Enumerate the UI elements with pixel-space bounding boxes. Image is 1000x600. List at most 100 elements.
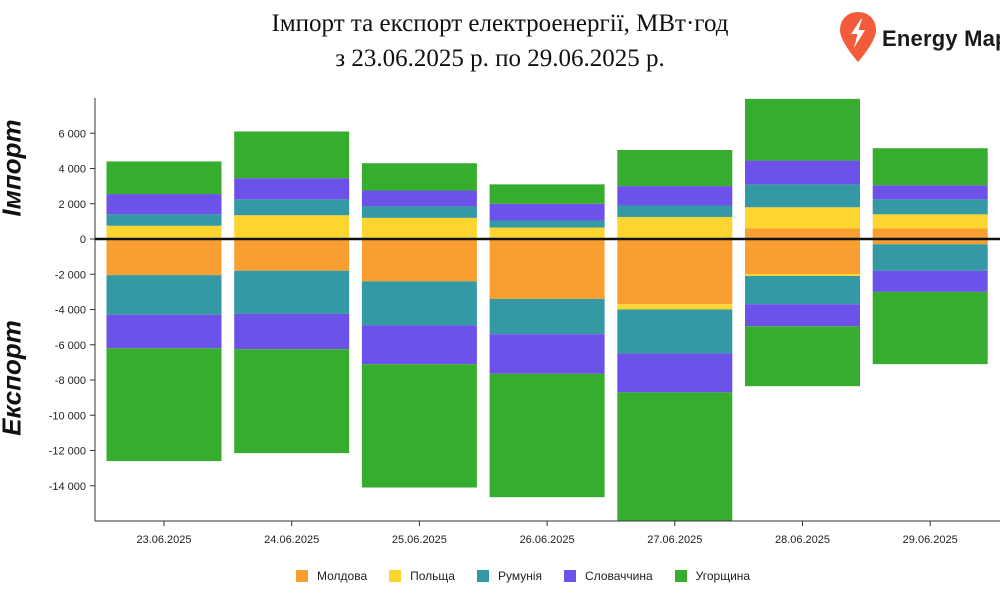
legend-label: Словаччина <box>585 569 653 583</box>
bar-import-4-2 <box>361 163 477 191</box>
bar-import-1-0 <box>106 225 222 239</box>
bar-export-4-4 <box>617 392 733 521</box>
legend-item-4[interactable]: Угорщина <box>674 569 751 583</box>
bar-export-1-5 <box>745 274 860 277</box>
bar-import-3-1 <box>234 178 350 200</box>
bar-export-4-6 <box>872 291 988 365</box>
legend-item-0[interactable]: Молдова <box>296 569 367 583</box>
bar-import-1-2 <box>361 217 477 239</box>
bar-export-2-6 <box>872 244 988 271</box>
bar-export-3-1 <box>234 313 350 350</box>
x-tick-label-2: 25.06.2025 <box>392 534 447 546</box>
bar-export-0-4 <box>617 239 733 305</box>
bar-import-2-0 <box>106 214 222 226</box>
bar-export-3-2 <box>361 325 477 365</box>
y-tick-label-8: -10 000 <box>49 410 86 422</box>
brand-name: Energy Map <box>882 26 1000 51</box>
bar-export-0-6 <box>872 239 988 245</box>
bar-import-3-3 <box>489 203 605 221</box>
legend-label: Угорщина <box>695 569 751 583</box>
y-tick-label-2: 2 000 <box>58 199 86 211</box>
bar-export-4-2 <box>361 364 477 488</box>
legend-label: Польща <box>410 569 455 583</box>
bar-export-4-5 <box>745 326 860 387</box>
legend-swatch <box>296 570 308 582</box>
bar-import-2-2 <box>361 206 477 218</box>
x-tick-label-3: 26.06.2025 <box>520 534 575 546</box>
bar-import-0-6 <box>872 228 988 239</box>
chart-title-line2: з 23.06.2025 р. по 29.06.2025 р. <box>335 45 665 72</box>
lightning-marker-icon <box>840 12 876 62</box>
brand-logo[interactable]: Energy Map <box>838 10 1000 64</box>
chart-title-line1: Імпорт та експорт електроенергії, МВт·го… <box>271 10 729 37</box>
y-tick-label-3: 0 <box>80 234 86 246</box>
bar-export-3-3 <box>489 334 605 374</box>
bar-import-4-0 <box>106 161 222 195</box>
bar-import-3-0 <box>106 194 222 215</box>
bar-import-3-6 <box>872 185 988 200</box>
bar-export-3-5 <box>745 304 860 327</box>
bar-import-1-6 <box>872 214 988 229</box>
bar-export-2-5 <box>745 276 860 305</box>
legend-label: Молдова <box>317 569 368 583</box>
bar-export-0-1 <box>234 239 350 271</box>
legend-item-2[interactable]: Румунія <box>476 569 543 583</box>
bar-import-4-6 <box>872 148 988 186</box>
legend-item-1[interactable]: Польща <box>389 569 455 583</box>
bar-export-4-0 <box>106 348 222 462</box>
bar-import-3-2 <box>361 190 477 207</box>
bar-export-2-3 <box>489 298 605 335</box>
bar-import-1-4 <box>617 216 733 239</box>
legend-swatch <box>389 570 402 582</box>
bar-import-2-6 <box>872 199 988 215</box>
legend-swatch <box>674 570 687 582</box>
x-tick-label-5: 28.06.2025 <box>775 534 830 546</box>
chart-legend: Молдова Польща Румунія Словаччина Угорщина <box>296 566 772 586</box>
y-tick-label-7: -8 000 <box>55 375 86 387</box>
y-tick-label-4: -2 000 <box>55 269 86 281</box>
x-tick-label-1: 24.06.2025 <box>264 534 319 546</box>
legend-label: Румунія <box>497 569 543 583</box>
bar-export-0-5 <box>745 239 860 275</box>
x-tick-label-6: 29.06.2025 <box>903 534 958 546</box>
bar-import-4-5 <box>745 98 860 161</box>
legend-swatch <box>564 570 577 582</box>
bar-export-3-0 <box>106 314 222 349</box>
bar-export-2-1 <box>234 270 350 314</box>
bar-import-0-5 <box>745 228 860 239</box>
bar-import-2-4 <box>617 205 733 217</box>
bar-import-4-4 <box>617 149 733 187</box>
bar-export-1-4 <box>617 304 733 310</box>
legend-item-3[interactable]: Словаччина <box>564 569 653 583</box>
y-tick-label-0: 6 000 <box>58 128 86 140</box>
y-tick-label-1: 4 000 <box>58 164 86 176</box>
bar-export-2-4 <box>617 309 733 354</box>
bar-export-3-4 <box>617 353 733 393</box>
bar-export-4-3 <box>489 373 605 498</box>
legend-swatch <box>476 570 489 582</box>
bar-export-2-0 <box>106 275 222 315</box>
y-tick-label-5: -4 000 <box>55 305 86 317</box>
chart-title: Імпорт та експорт електроенергії, МВт·го… <box>180 6 820 76</box>
bar-import-3-4 <box>617 186 733 206</box>
bar-import-1-1 <box>234 215 350 239</box>
bar-import-4-1 <box>234 131 350 179</box>
bar-export-0-3 <box>489 239 605 299</box>
x-tick-label-4: 27.06.2025 <box>647 534 702 546</box>
bar-import-4-3 <box>489 184 605 204</box>
bar-import-3-5 <box>745 160 860 185</box>
y-tick-label-10: -14 000 <box>49 481 86 493</box>
bar-import-2-3 <box>489 220 605 228</box>
bar-import-1-5 <box>745 207 860 229</box>
x-tick-label-0: 23.06.2025 <box>136 534 191 546</box>
y-tick-label-6: -6 000 <box>55 340 86 352</box>
y-tick-label-9: -12 000 <box>49 446 86 458</box>
bar-export-3-6 <box>872 270 988 292</box>
bar-import-1-3 <box>489 227 605 239</box>
bar-export-2-2 <box>361 281 477 326</box>
bar-export-0-0 <box>106 239 222 276</box>
bar-export-0-2 <box>361 239 477 282</box>
bar-import-2-5 <box>745 184 860 208</box>
bar-import-2-1 <box>234 199 350 216</box>
